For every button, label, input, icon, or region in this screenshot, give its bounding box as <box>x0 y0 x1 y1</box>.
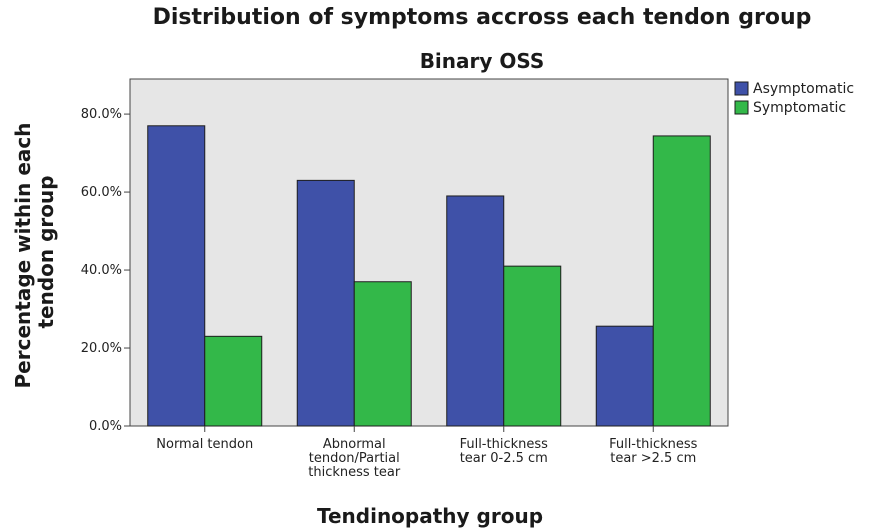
bar-asymptomatic <box>595 325 654 427</box>
legend-label-symptomatic: Symptomatic <box>753 100 846 116</box>
x-tick-label: Full-thickness tear 0-2.5 cm <box>460 437 549 466</box>
x-axis-title: Tendinopathy group <box>317 504 543 528</box>
x-tick-label-line: Abnormal <box>323 437 386 452</box>
legend-label-asymptomatic: Asymptomatic <box>753 81 854 97</box>
x-tick-label: Normal tendon <box>156 437 253 452</box>
x-tick-label-line: Full-thickness <box>609 437 698 452</box>
bar-asymptomatic <box>147 125 206 427</box>
y-tick-label: 40.0% <box>81 263 122 278</box>
bar-symptomatic <box>204 335 263 427</box>
chart-title: Distribution of symptoms accross each te… <box>153 5 812 30</box>
chart-subtitle: Binary OSS <box>420 49 545 73</box>
bar-symptomatic <box>353 281 412 427</box>
y-axis: 0.0% 20.0% 40.0% 60.0% 80.0% <box>81 107 130 434</box>
y-tick-label: 60.0% <box>81 185 122 200</box>
x-tick-label-line: tendon/Partial <box>309 451 400 466</box>
bar-asymptomatic <box>446 195 505 427</box>
bar-symptomatic <box>503 265 562 427</box>
x-tick-label-line: tear 0-2.5 cm <box>460 451 548 466</box>
x-tick-label: Abnormal tendon/Partial thickness tear <box>308 437 401 480</box>
legend: Asymptomatic Symptomatic <box>734 81 854 116</box>
x-tick-label-line: Full-thickness <box>460 437 549 452</box>
y-tick-label: 20.0% <box>81 341 122 356</box>
x-axis: Normal tendon Abnormal tendon/Partial thick… <box>156 426 698 480</box>
bars <box>147 125 711 427</box>
x-tick-label-line: thickness tear <box>308 465 401 480</box>
legend-swatch-symptomatic <box>734 100 749 115</box>
x-tick-label-line: Normal tendon <box>156 437 253 452</box>
y-axis-title-line-1: Percentage within each <box>11 122 35 388</box>
bar-asymptomatic <box>296 179 355 427</box>
y-axis-title: Percentage within each tendon group <box>11 116 58 389</box>
x-tick-label: Full-thickness tear >2.5 cm <box>609 437 698 466</box>
y-tick-label: 0.0% <box>89 419 122 434</box>
legend-swatch-asymptomatic <box>734 81 749 96</box>
x-tick-label-line: tear >2.5 cm <box>610 451 696 466</box>
y-axis-title-line-2: tendon group <box>34 175 58 328</box>
y-tick-label: 80.0% <box>81 107 122 122</box>
bar-symptomatic <box>652 135 711 427</box>
